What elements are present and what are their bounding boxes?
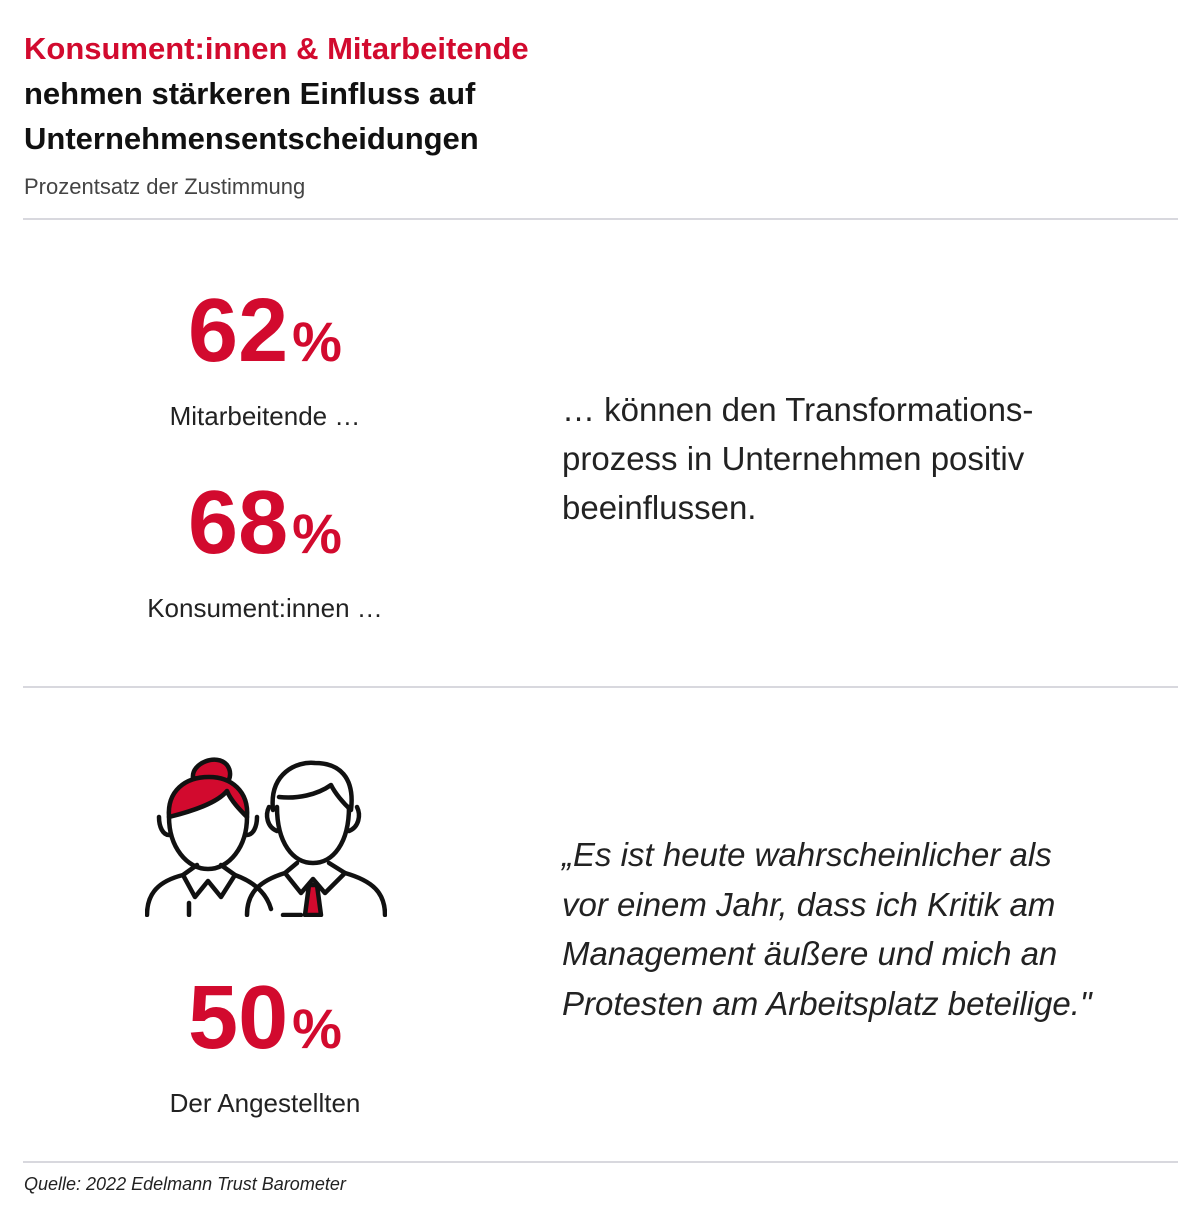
stat-staff-label: Der Angestellten (169, 1088, 361, 1118)
stat-employees-label: Mitarbeitende … (169, 401, 361, 431)
divider-top (23, 218, 1178, 220)
stat-employees-value: 62% (90, 286, 440, 387)
quote-line-1: „Es ist heute wahrscheinlicher als (562, 836, 1052, 873)
stat-consumers-number: 68 (188, 473, 289, 573)
source-note: Quelle: 2022 Edelmann Trust Barometer (24, 1174, 346, 1194)
quote-line-4: Protesten am Arbeitsplatz beteilige." (562, 984, 1092, 1022)
quote-text: „Es ist heute wahrscheinlicher als vor e… (562, 830, 1122, 1028)
stat-staff-number: 50 (188, 968, 289, 1068)
stat-employees-number: 62 (188, 281, 289, 381)
statement-text: … können den Transformations- prozess in… (562, 385, 1122, 532)
stat-consumers: 68% Konsument:innen … (90, 478, 440, 624)
stat-consumers-label: Konsument:innen … (147, 593, 383, 623)
stat-staff-unit: % (292, 997, 342, 1060)
page-title: Konsument:innen & Mitarbeitende nehmen s… (24, 26, 529, 161)
two-people-svg (144, 757, 388, 918)
statement-line-1: … können den Transformations- (562, 391, 1034, 428)
two-people-icon (144, 755, 388, 918)
stat-staff-value: 50% (90, 973, 440, 1074)
stat-consumers-value: 68% (90, 478, 440, 579)
divider-middle (23, 686, 1178, 688)
statement-line-2: prozess in Unternehmen positiv (562, 440, 1025, 477)
stat-staff: 50% Der Angestellten (90, 973, 440, 1119)
title-accent: Konsument:innen & Mitarbeitende (24, 31, 529, 66)
stat-employees: 62% Mitarbeitende … (90, 286, 440, 432)
divider-bottom (23, 1161, 1178, 1163)
title-line-3: Unternehmensentscheidungen (24, 121, 479, 156)
title-line-2: nehmen stärkeren Einfluss auf (24, 76, 476, 111)
quote-line-3: Management äußere und mich an (562, 935, 1058, 972)
statement-line-3: beeinflussen. (562, 489, 757, 526)
stat-consumers-unit: % (292, 502, 342, 565)
stat-employees-unit: % (292, 310, 342, 373)
quote-line-2: vor einem Jahr, dass ich Kritik am (562, 885, 1056, 923)
subtitle: Prozentsatz der Zustimmung (24, 174, 306, 199)
